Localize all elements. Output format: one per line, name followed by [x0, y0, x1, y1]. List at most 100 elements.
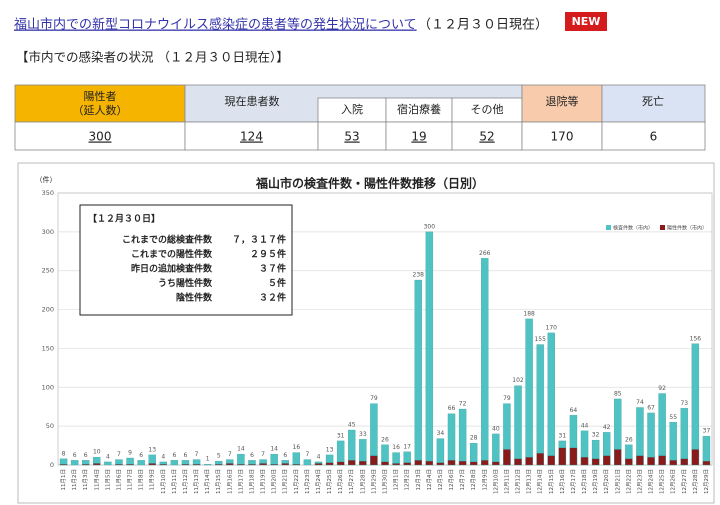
- table-cell: [601, 84, 706, 123]
- value-label: 6: [250, 452, 254, 459]
- y-tick-label: 50: [46, 422, 54, 430]
- bar: [226, 463, 234, 466]
- bar: [525, 318, 533, 466]
- bar: [237, 464, 245, 466]
- bar: [93, 463, 101, 466]
- value-label: 79: [370, 395, 378, 402]
- x-tick-label: 11月1日: [60, 469, 67, 491]
- title-date: （１２月３０日現在）: [418, 18, 548, 33]
- bar: [691, 343, 700, 466]
- bar: [82, 464, 90, 466]
- x-tick-label: 11月3日: [82, 469, 89, 491]
- bar: [270, 464, 278, 466]
- x-tick-label: 12月24日: [648, 469, 655, 494]
- value-label: 13: [326, 446, 334, 453]
- x-tick-label: 12月21日: [614, 469, 621, 494]
- table-cell: [14, 121, 186, 151]
- x-tick-label: 11月4日: [93, 469, 100, 491]
- bar: [303, 459, 312, 466]
- annotation-title: 【１２月３０日】: [88, 214, 160, 225]
- y-tick-label: 250: [42, 267, 54, 275]
- legend-label: 検査件数（市内）: [613, 225, 653, 232]
- x-tick-label: 12月25日: [659, 469, 666, 494]
- y-tick-label: 100: [42, 383, 54, 391]
- bar: [680, 408, 688, 466]
- bar: [425, 231, 434, 466]
- bar: [514, 385, 522, 466]
- bar: [492, 433, 500, 466]
- value-label: 14: [270, 446, 278, 453]
- value-label: 28: [470, 435, 478, 442]
- bar: [248, 464, 256, 466]
- bar: [336, 440, 345, 466]
- bar: [447, 413, 456, 466]
- bar: [469, 461, 478, 466]
- bar: [237, 453, 245, 466]
- bar: [558, 447, 567, 466]
- bar: [492, 461, 500, 466]
- title-link[interactable]: 福山市内での新型コロナウイルス感染症の患者等の発生状況について: [14, 17, 417, 33]
- x-tick-label: 11月5日: [104, 469, 111, 491]
- table-cell: [601, 121, 706, 151]
- y-tick-label: 0: [50, 461, 54, 469]
- value-label: 8: [62, 450, 66, 457]
- bar: [569, 447, 578, 466]
- value-label: 32: [592, 432, 600, 439]
- table-cell: [451, 97, 523, 123]
- x-tick-label: 12月11日: [503, 469, 510, 494]
- x-tick-label: 11月21日: [282, 469, 289, 494]
- table-value[interactable]: 300: [89, 130, 112, 144]
- value-label: 4: [161, 453, 165, 460]
- x-tick-label: 11月25日: [326, 469, 333, 494]
- x-tick-label: 11月29日: [370, 469, 377, 494]
- value-label: 156: [690, 335, 702, 342]
- value-label: 26: [381, 436, 389, 443]
- value-label: 7: [305, 451, 309, 458]
- x-tick-label: 12月14日: [537, 469, 544, 494]
- bar: [270, 453, 278, 466]
- value-label: 17: [403, 443, 411, 450]
- bar: [381, 461, 389, 466]
- bar: [436, 462, 445, 466]
- annotation-value: ２９５件: [250, 248, 286, 260]
- value-label: 55: [669, 414, 677, 421]
- badge-bg: [565, 12, 607, 31]
- annotation-box: [79, 204, 293, 316]
- bar: [647, 457, 655, 466]
- table-value[interactable]: 52: [479, 130, 494, 144]
- x-tick-label: 12月17日: [570, 469, 577, 494]
- table-subheader: 宿泊療養: [397, 102, 441, 116]
- bar: [414, 279, 422, 466]
- value-label: 1: [206, 456, 210, 463]
- x-tick-label: 11月9日: [149, 469, 156, 491]
- x-tick-label: 11月23日: [304, 469, 311, 494]
- value-label: 10: [93, 449, 101, 456]
- table-value[interactable]: 19: [411, 130, 426, 144]
- annotation-label: 陰性件数: [176, 292, 213, 304]
- annotation-label: 昨日の追加検査件数: [131, 263, 213, 275]
- annotation-value: ３７件: [259, 263, 286, 275]
- table-value[interactable]: 53: [344, 130, 359, 144]
- bar: [148, 463, 156, 466]
- annotation-label: これまでの陽性件数: [131, 248, 213, 260]
- legend-swatch: [606, 225, 611, 230]
- annotation-value: ３２件: [259, 292, 286, 304]
- value-label: 300: [424, 223, 436, 230]
- bar: [702, 436, 711, 466]
- value-label: 238: [413, 272, 425, 279]
- annotation-value: ５件: [268, 277, 286, 289]
- bar: [458, 408, 467, 466]
- legend-label: 陽性件数（市内）: [667, 225, 707, 232]
- value-label: 72: [459, 401, 467, 408]
- x-tick-label: 11月30日: [382, 469, 389, 494]
- x-tick-label: 12月15日: [548, 469, 555, 494]
- bar: [170, 460, 179, 466]
- bar: [292, 452, 301, 466]
- x-tick-label: 11月12日: [182, 469, 189, 494]
- table-value[interactable]: 124: [240, 130, 263, 144]
- bar: [325, 462, 334, 466]
- x-tick-label: 11月14日: [204, 469, 211, 494]
- subtitle: 【市内での感染者の状況 （１２月３０日現在）】: [16, 50, 289, 65]
- value-label: 6: [172, 452, 176, 459]
